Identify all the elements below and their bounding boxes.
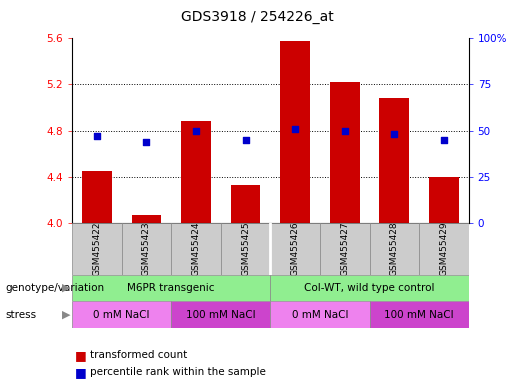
Bar [330,82,359,223]
Bar [181,121,211,223]
Text: 0 mM NaCl: 0 mM NaCl [93,310,150,320]
Text: stress: stress [5,310,36,320]
Point [242,137,250,143]
Point [291,126,299,132]
Text: 100 mM NaCl: 100 mM NaCl [384,310,454,320]
Text: ■: ■ [75,366,87,379]
Bar [171,301,270,328]
Bar [370,301,469,328]
Bar [231,185,261,223]
Text: M6PR transgenic: M6PR transgenic [128,283,215,293]
Bar [380,98,409,223]
Text: GSM455426: GSM455426 [290,221,300,276]
Text: 100 mM NaCl: 100 mM NaCl [186,310,255,320]
Bar [270,301,369,328]
Bar [280,41,310,223]
Bar [72,301,171,328]
Bar [270,223,320,275]
Text: GSM455423: GSM455423 [142,221,151,276]
Text: GSM455422: GSM455422 [92,222,101,276]
Bar [122,223,171,275]
Text: genotype/variation: genotype/variation [5,283,104,293]
Text: ▶: ▶ [62,283,70,293]
Text: GDS3918 / 254226_at: GDS3918 / 254226_at [181,10,334,23]
Text: ▶: ▶ [62,310,70,320]
Point [192,127,200,134]
Bar [429,177,459,223]
Point [440,137,448,143]
Text: percentile rank within the sample: percentile rank within the sample [90,367,266,377]
Point [142,139,150,145]
Bar [419,223,469,275]
Text: GSM455425: GSM455425 [241,221,250,276]
Point [93,133,101,139]
Text: GSM455429: GSM455429 [439,221,449,276]
Point [340,127,349,134]
Text: GSM455424: GSM455424 [192,222,200,276]
Bar [72,223,122,275]
Bar [82,171,112,223]
Bar [132,215,161,223]
Bar [270,275,469,301]
Bar [72,275,270,301]
Bar [171,223,221,275]
Text: transformed count: transformed count [90,350,187,360]
Bar [370,223,419,275]
Text: GSM455427: GSM455427 [340,221,349,276]
Text: 0 mM NaCl: 0 mM NaCl [291,310,348,320]
Text: ■: ■ [75,349,87,362]
Point [390,131,399,137]
Text: GSM455428: GSM455428 [390,221,399,276]
Bar [320,223,370,275]
Text: Col-WT, wild type control: Col-WT, wild type control [304,283,435,293]
Bar [221,223,270,275]
